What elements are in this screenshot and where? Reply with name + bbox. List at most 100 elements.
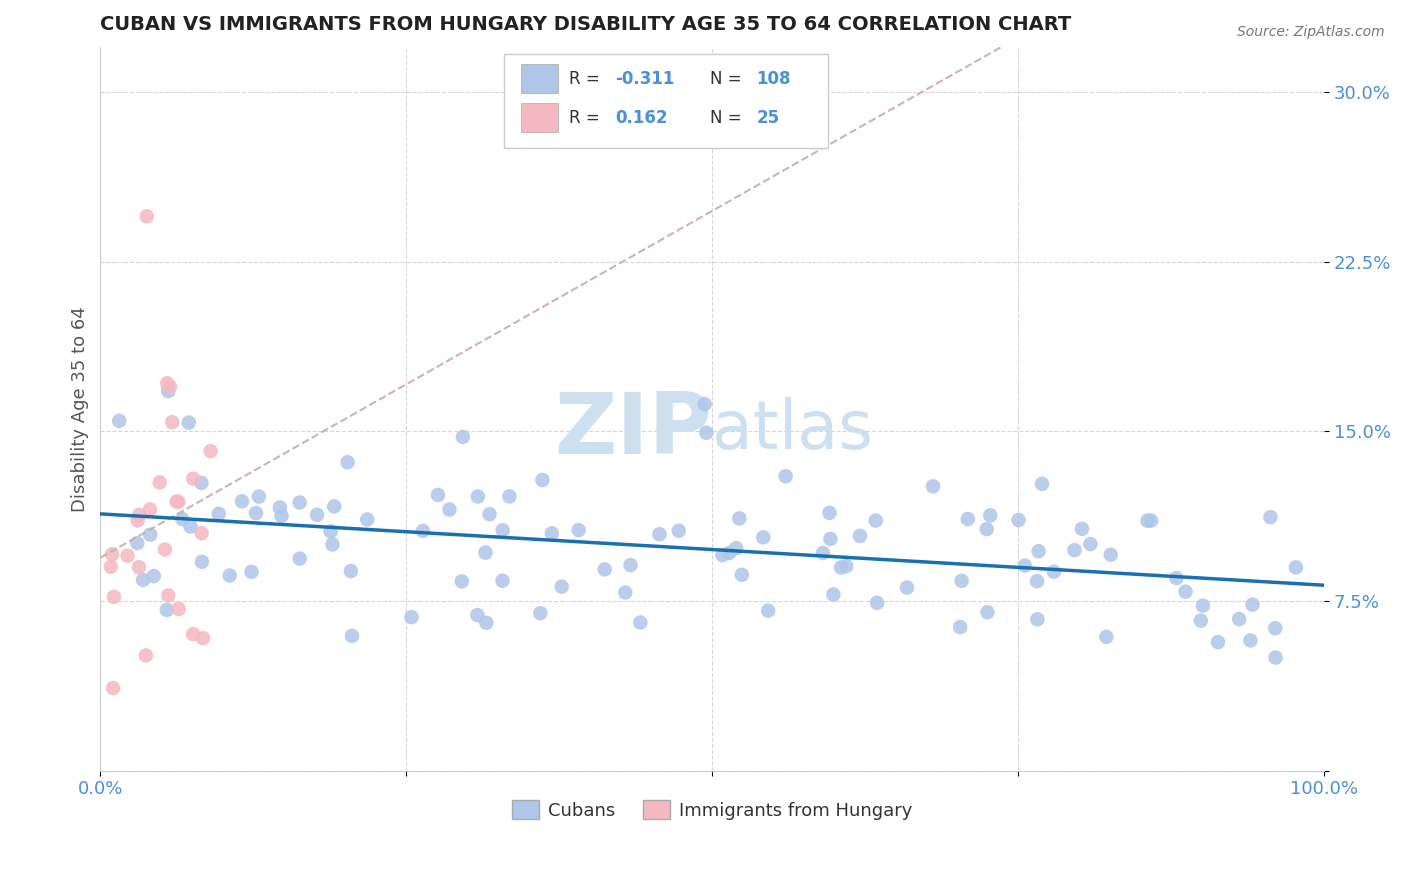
Point [1140, 514, 1163, 528]
Point [340, 564, 363, 578]
Point [731, 567, 754, 582]
Point [849, 529, 872, 543]
Point [191, 555, 214, 569]
Point [956, 512, 979, 526]
Text: N =: N = [710, 109, 747, 127]
Point [100, 559, 122, 574]
Point [1239, 633, 1261, 648]
Point [491, 574, 513, 588]
Point [775, 469, 797, 483]
Point [619, 558, 641, 572]
Point [474, 546, 496, 560]
Point [1014, 558, 1036, 573]
Point [711, 548, 734, 562]
Point [811, 546, 834, 560]
Point [1192, 599, 1215, 613]
Point [756, 604, 779, 618]
Point [439, 502, 461, 516]
Point [1080, 537, 1102, 551]
Point [1026, 574, 1049, 589]
Point [695, 425, 717, 440]
Text: Source: ZipAtlas.com: Source: ZipAtlas.com [1237, 25, 1385, 39]
Point [451, 430, 474, 444]
Point [1028, 544, 1050, 558]
Point [478, 507, 501, 521]
Point [128, 508, 150, 522]
Point [190, 526, 212, 541]
Point [541, 526, 564, 541]
Point [288, 495, 311, 509]
Point [718, 546, 741, 560]
Point [467, 490, 489, 504]
Point [157, 589, 180, 603]
Point [128, 560, 150, 574]
Point [231, 494, 253, 508]
Point [1043, 565, 1066, 579]
Point [1026, 612, 1049, 626]
Point [550, 580, 572, 594]
Point [568, 523, 591, 537]
Point [823, 587, 845, 601]
Point [156, 603, 179, 617]
Point [1174, 584, 1197, 599]
Point [531, 473, 554, 487]
Y-axis label: Disability Age 35 to 64: Disability Age 35 to 64 [72, 306, 89, 511]
Point [1285, 560, 1308, 574]
Point [475, 615, 498, 630]
Point [245, 506, 267, 520]
Point [323, 500, 346, 514]
Point [180, 519, 202, 533]
Point [450, 574, 472, 589]
Point [1136, 514, 1159, 528]
Point [191, 632, 214, 646]
Point [949, 620, 972, 634]
Point [142, 569, 165, 583]
Point [108, 414, 131, 428]
Point [668, 524, 690, 538]
Point [336, 455, 359, 469]
Point [103, 590, 125, 604]
Point [976, 522, 998, 536]
Point [135, 210, 157, 224]
Point [614, 585, 637, 599]
Point [1095, 630, 1118, 644]
Point [159, 380, 181, 394]
Point [830, 560, 852, 574]
Text: N =: N = [710, 70, 747, 87]
Point [177, 416, 200, 430]
FancyBboxPatch shape [522, 64, 558, 93]
Point [426, 488, 449, 502]
Point [247, 490, 270, 504]
Point [156, 376, 179, 391]
Point [1007, 513, 1029, 527]
Point [172, 512, 194, 526]
Point [139, 527, 162, 541]
Point [190, 475, 212, 490]
Point [139, 502, 162, 516]
Point [218, 568, 240, 582]
Point [1099, 548, 1122, 562]
Point [593, 562, 616, 576]
Point [270, 508, 292, 523]
Point [153, 542, 176, 557]
Point [340, 629, 363, 643]
Point [693, 397, 716, 411]
Point [628, 615, 651, 630]
Point [896, 581, 918, 595]
Text: atlas: atlas [711, 398, 873, 464]
Point [127, 514, 149, 528]
Point [1264, 621, 1286, 635]
Point [412, 524, 434, 538]
Point [752, 530, 775, 544]
Text: ZIP: ZIP [554, 389, 711, 472]
Point [1227, 612, 1250, 626]
Point [288, 551, 311, 566]
Point [922, 479, 945, 493]
Text: 108: 108 [756, 70, 790, 87]
Point [208, 507, 231, 521]
Point [135, 648, 157, 663]
Legend: Cubans, Immigrants from Hungary: Cubans, Immigrants from Hungary [505, 793, 920, 827]
Point [725, 541, 748, 556]
Point [865, 514, 887, 528]
Point [467, 608, 489, 623]
